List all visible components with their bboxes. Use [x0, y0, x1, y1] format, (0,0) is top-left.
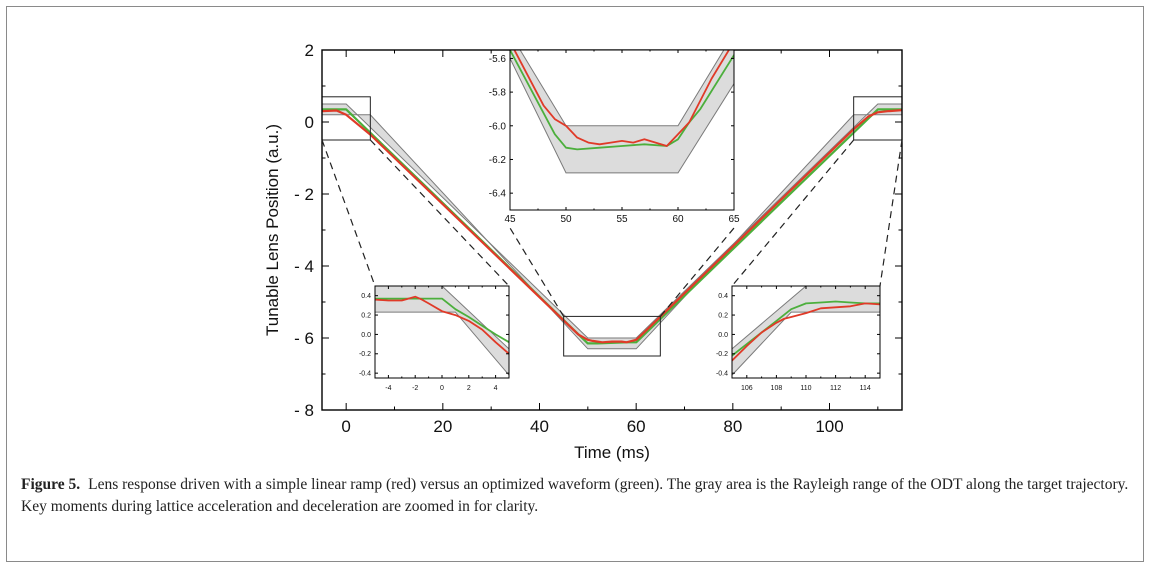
x-tick-label: 40 — [530, 417, 549, 436]
x-tick-label: 0 — [440, 385, 444, 392]
rayleigh-band-upper-edge — [322, 103, 902, 339]
x-tick-label: 4 — [494, 385, 498, 392]
rayleigh-band-upper-edge — [732, 286, 880, 350]
inset-plot-left: -4 -2 0 2 4 0.4 0.2 0.0 -0.2 -0.4 — [359, 285, 510, 392]
linear-ramp-series-line — [375, 295, 509, 355]
y-tick-label: -6.0 — [489, 121, 507, 132]
optimized-waveform-series-line — [322, 108, 902, 345]
x-tick-label: 80 — [723, 417, 742, 436]
figure-frame — [6, 6, 1144, 562]
y-tick-label: -6.2 — [489, 155, 507, 166]
x-tick-label: 2 — [467, 385, 471, 392]
zoom-connector-line — [659, 227, 735, 317]
zoom-box — [563, 315, 661, 357]
inset-middle-plot-area — [510, 50, 734, 174]
rayleigh-band — [510, 50, 734, 173]
figure-caption: Figure 5. Lens response driven with a sim… — [21, 474, 1131, 518]
y-tick-label: -0.2 — [716, 351, 728, 358]
x-axis-label: Time (ms) — [574, 443, 650, 462]
zoom-connector-line — [509, 227, 565, 317]
y-tick-label: - 8 — [294, 401, 314, 420]
x-tick-label: 50 — [560, 214, 572, 225]
rayleigh-band — [732, 286, 880, 376]
x-tick-label: -2 — [412, 385, 418, 392]
x-tick-label: 45 — [504, 214, 516, 225]
x-tick-label: 100 — [815, 417, 843, 436]
y-tick-label: - 4 — [294, 257, 314, 276]
y-tick-label: 0.4 — [361, 293, 371, 300]
x-tick-label: 108 — [771, 385, 783, 392]
rayleigh-band-lower-edge — [322, 114, 902, 350]
x-tick-label: 60 — [672, 214, 684, 225]
zoom-connectors — [321, 139, 903, 317]
x-tick-label: 65 — [728, 214, 740, 225]
y-tick-label: 0 — [305, 113, 314, 132]
y-tick-label: -5.8 — [489, 88, 507, 99]
y-tick-label: -0.4 — [359, 371, 371, 378]
x-tick-label: 112 — [830, 385, 841, 392]
y-tick-label: -0.4 — [716, 371, 728, 378]
y-tick-label: 0.0 — [718, 332, 728, 339]
x-tick-label: 60 — [627, 417, 646, 436]
y-tick-label: -0.2 — [359, 351, 371, 358]
zoom-connector-line — [879, 139, 903, 287]
figure-label: Figure 5. — [21, 476, 81, 493]
x-tick-label: 114 — [860, 385, 871, 392]
y-tick-label: 0.0 — [361, 332, 371, 339]
rayleigh-band-lower-edge — [732, 311, 880, 376]
zoom-connector-line — [321, 139, 376, 287]
y-tick-label: - 6 — [294, 329, 314, 348]
inset-left-plot-area — [375, 286, 509, 376]
main-plot-area — [322, 103, 902, 350]
linear-ramp-series-line — [732, 302, 880, 362]
rayleigh-band — [375, 286, 509, 376]
inset-plot-middle: 45 50 55 60 65 -5.6 -5.8 -6.0 -6.2 -6.4 — [489, 49, 740, 225]
y-axis-label: Tunable Lens Position (a.u.) — [263, 124, 282, 336]
x-tick-label: 106 — [741, 385, 753, 392]
inset-plot-right: 106 108 110 112 114 0.4 0.2 0.0 -0.2 -0.4 — [716, 285, 881, 392]
x-tick-label: 0 — [341, 417, 350, 436]
rayleigh-band-lower-edge — [510, 58, 734, 174]
linear-ramp-series-line — [513, 50, 730, 147]
rayleigh-band-lower-edge — [375, 311, 509, 376]
rayleigh-band — [322, 104, 902, 349]
x-tick-label: 110 — [800, 385, 811, 392]
y-tick-label: 0.2 — [718, 313, 728, 320]
rayleigh-band-upper-edge — [519, 50, 725, 127]
x-tick-label: -4 — [385, 385, 391, 392]
inset-right-plot-area — [732, 286, 880, 376]
x-tick-label: 20 — [433, 417, 452, 436]
y-tick-label: - 2 — [294, 185, 314, 204]
zoom-connector-line — [369, 139, 510, 287]
y-tick-label: -5.6 — [489, 54, 507, 65]
figure-caption-text: Lens response driven with a simple linea… — [21, 476, 1129, 515]
zoom-connector-line — [731, 139, 855, 287]
linear-ramp-series-line — [322, 108, 902, 344]
y-tick-label: 0.4 — [718, 293, 728, 300]
y-tick-label: 0.2 — [361, 313, 371, 320]
y-tick-label: 2 — [305, 41, 314, 60]
y-tick-label: -6.4 — [489, 189, 507, 200]
x-tick-label: 55 — [616, 214, 628, 225]
